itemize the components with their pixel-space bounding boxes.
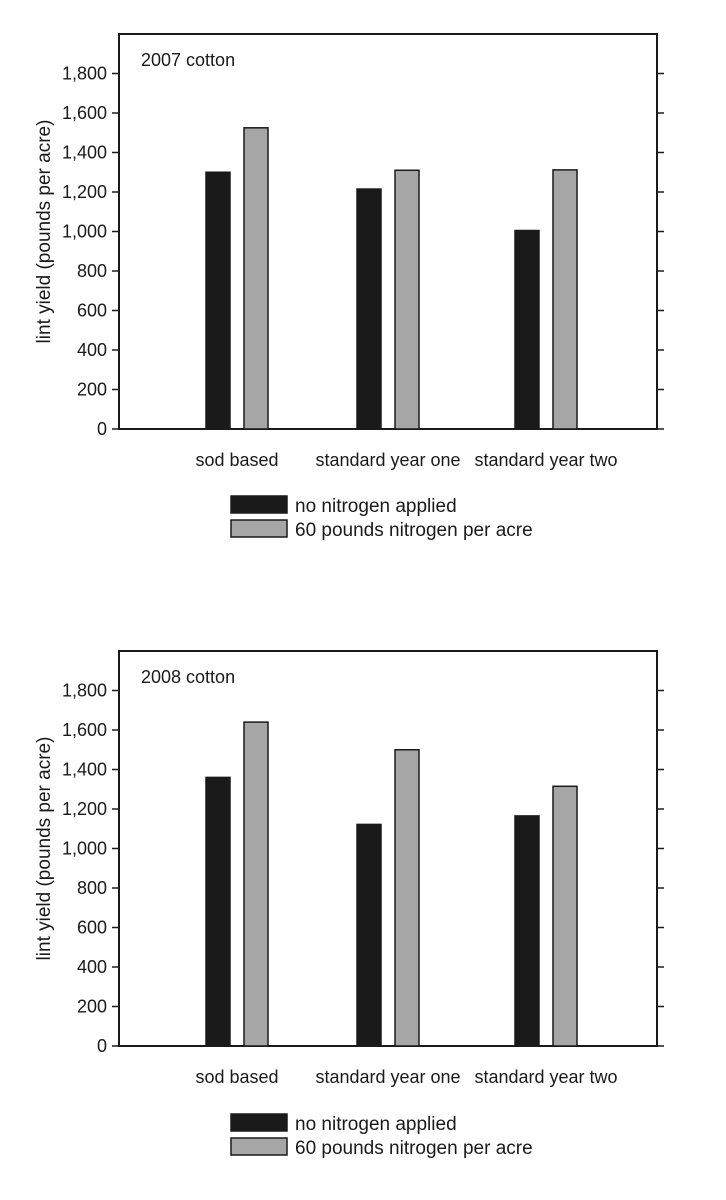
y-axis-title: lint yield (pounds per acre) — [34, 120, 55, 344]
y-tick-label: 1,600 — [62, 720, 107, 740]
x-category-label: standard year two — [474, 450, 617, 470]
bar-no-nitrogen-1 — [205, 776, 231, 1047]
x-category-label: sod based — [195, 1067, 278, 1087]
y-tick-label: 600 — [77, 918, 107, 938]
legend-swatch — [230, 1137, 288, 1156]
legend-swatch — [230, 1113, 288, 1132]
x-category-label: standard year one — [315, 1067, 460, 1087]
y-tick-label: 400 — [77, 340, 107, 360]
bar-no-nitrogen-3 — [514, 229, 540, 430]
y-tick-label: 1,800 — [62, 681, 107, 701]
chart-1: 2007 cotton 0 200 400 600 800 1,000 1,200 1,400 1… — [34, 33, 664, 541]
y-tick-label: 1,000 — [62, 222, 107, 242]
bar-no-nitrogen-3 — [514, 815, 540, 1047]
chart-title: 2007 cotton — [141, 50, 235, 70]
y-tick-label: 1,800 — [62, 64, 107, 84]
x-category-label: standard year two — [474, 1067, 617, 1087]
y-tick-label: 1,600 — [62, 103, 107, 123]
legend-label: no nitrogen applied — [295, 1114, 457, 1135]
bar-nitrogen-60-2 — [394, 749, 420, 1047]
chart-title: 2008 cotton — [141, 667, 235, 687]
y-tick-label: 1,400 — [62, 760, 107, 780]
y-tick-label: 200 — [77, 997, 107, 1017]
y-tick-label: 800 — [77, 878, 107, 898]
bar-nitrogen-60-3 — [552, 785, 578, 1047]
bar-nitrogen-60-1 — [243, 127, 269, 430]
y-tick-label: 600 — [77, 301, 107, 321]
y-tick-label: 1,000 — [62, 839, 107, 859]
y-tick-label: 0 — [97, 419, 107, 439]
y-tick-label: 1,400 — [62, 143, 107, 163]
legend-label: no nitrogen applied — [295, 496, 457, 517]
y-tick-label: 800 — [77, 261, 107, 281]
y-tick-label: 0 — [97, 1036, 107, 1056]
bar-no-nitrogen-2 — [356, 823, 382, 1047]
y-axis-title: lint yield (pounds per acre) — [34, 737, 55, 961]
legend-swatch — [230, 495, 288, 514]
bar-nitrogen-60-2 — [394, 169, 420, 430]
legend-label: 60 pounds nitrogen per acre — [295, 1138, 533, 1159]
bar-no-nitrogen-1 — [205, 171, 231, 430]
y-tick-label: 1,200 — [62, 182, 107, 202]
bar-nitrogen-60-3 — [552, 169, 578, 430]
chart-2: 2008 cotton 0 200 400 600 800 1,000 1,200 1,400 1… — [34, 650, 664, 1159]
y-tick-label: 1,200 — [62, 799, 107, 819]
y-tick-label: 400 — [77, 957, 107, 977]
x-category-label: sod based — [195, 450, 278, 470]
bar-nitrogen-60-1 — [243, 721, 269, 1047]
legend-label: 60 pounds nitrogen per acre — [295, 520, 533, 541]
x-category-label: standard year one — [315, 450, 460, 470]
bar-no-nitrogen-2 — [356, 188, 382, 430]
legend-swatch — [230, 519, 288, 538]
y-tick-label: 200 — [77, 380, 107, 400]
